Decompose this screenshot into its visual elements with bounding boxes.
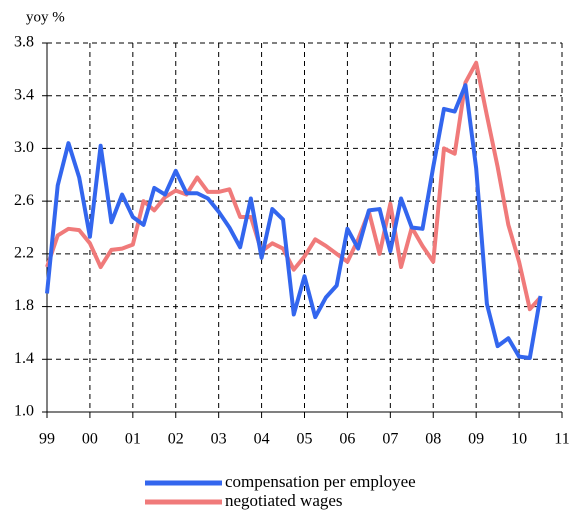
x-tick-label: 02 bbox=[168, 431, 184, 448]
y-tick-label: 1.4 bbox=[14, 350, 34, 367]
x-tick-label: 11 bbox=[554, 431, 569, 448]
x-tick-label: 00 bbox=[82, 431, 98, 448]
y-tick-label: 1.0 bbox=[14, 403, 34, 420]
x-tick-label: 10 bbox=[511, 431, 527, 448]
legend-label: compensation per employee bbox=[225, 472, 416, 491]
y-tick-label: 2.2 bbox=[14, 245, 34, 262]
x-tick-label: 05 bbox=[297, 431, 313, 448]
series-line bbox=[45, 83, 543, 360]
series-line bbox=[45, 60, 543, 312]
x-tick-label: 08 bbox=[425, 431, 441, 448]
x-tick-label: 09 bbox=[468, 431, 484, 448]
x-tick-label: 99 bbox=[39, 431, 55, 448]
y-tick-label: 3.4 bbox=[14, 86, 34, 103]
y-tick-label: 3.0 bbox=[14, 139, 34, 156]
y-tick-label: 2.6 bbox=[14, 192, 34, 209]
x-tick-label: 01 bbox=[125, 431, 141, 448]
x-tick-label: 03 bbox=[211, 431, 227, 448]
x-tick-label: 06 bbox=[339, 431, 355, 448]
y-tick-label: 3.8 bbox=[14, 34, 34, 51]
x-tick-label: 07 bbox=[382, 431, 398, 448]
legend-label: negotiated wages bbox=[225, 491, 343, 510]
x-tick-label: 04 bbox=[254, 431, 270, 448]
y-axis-label: yoy % bbox=[26, 9, 65, 25]
y-tick-label: 1.8 bbox=[14, 297, 34, 314]
